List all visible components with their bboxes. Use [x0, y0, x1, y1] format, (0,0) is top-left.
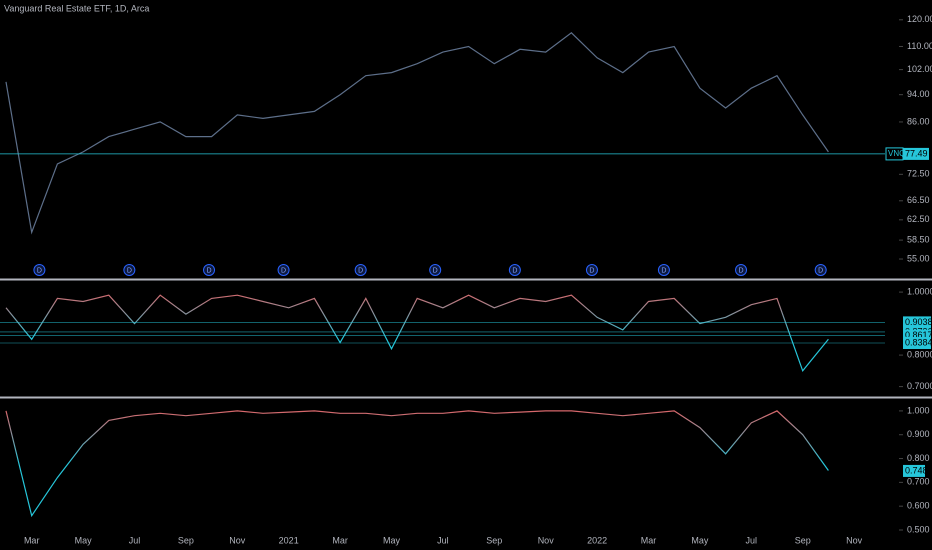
y-tick-label: 0.8000	[907, 349, 932, 359]
dividend-label: D	[661, 267, 666, 274]
dividend-label: D	[127, 267, 132, 274]
dividend-label: D	[281, 267, 286, 274]
dividend-marker	[203, 264, 216, 276]
x-tick-label: Jul	[746, 535, 758, 545]
y-tick-label: 72.50	[907, 169, 930, 179]
dividend-marker	[33, 264, 46, 276]
dividend-label: D	[512, 267, 517, 274]
dividend-label: D	[206, 267, 211, 274]
x-tick-label: Jul	[437, 535, 449, 545]
y-tick-label: 110.00	[907, 41, 932, 51]
y-tick-label: 0.7000	[907, 381, 932, 391]
dividend-marker	[354, 264, 367, 276]
dividend-label: D	[589, 267, 594, 274]
dividend-marker	[735, 264, 748, 276]
dividend-marker	[814, 264, 827, 276]
price-label: 0.748	[905, 465, 928, 475]
dividend-marker	[585, 264, 598, 276]
dividend-label: D	[738, 267, 743, 274]
x-tick-label: 2021	[279, 535, 299, 545]
price-label: 0.8617	[905, 330, 932, 340]
price-label: 0.9038	[905, 317, 932, 327]
x-tick-label: Mar	[24, 535, 40, 545]
y-tick-label: 0.800	[907, 453, 930, 463]
dividend-label: D	[818, 267, 823, 274]
y-tick-label: 1.0000	[907, 286, 932, 296]
y-tick-label: 0.600	[907, 501, 930, 511]
dividend-marker	[429, 264, 442, 276]
x-tick-label: Nov	[538, 535, 555, 545]
x-tick-label: Jul	[129, 535, 141, 545]
y-tick-label: 55.00	[907, 253, 930, 263]
chart-title: Vanguard Real Estate ETF, 1D, Arca	[4, 3, 149, 13]
price-label: 77.49	[905, 148, 928, 158]
price-label-box	[903, 147, 929, 160]
series-line	[5, 410, 829, 518]
x-tick-label: Nov	[846, 535, 863, 545]
x-tick-label: May	[383, 535, 401, 545]
y-tick-label: 66.50	[907, 195, 930, 205]
dividend-marker	[508, 264, 521, 276]
x-tick-label: 2022	[587, 535, 607, 545]
y-tick-label: 1.000	[907, 405, 930, 415]
y-tick-label: 0.700	[907, 477, 930, 487]
series-line	[5, 32, 829, 235]
y-tick-label: 62.50	[907, 214, 930, 224]
dividend-marker	[277, 264, 290, 276]
symbol-label: VNQ	[888, 149, 905, 158]
dividend-label: D	[37, 267, 42, 274]
price-label-box	[903, 336, 931, 349]
y-tick-label: 120.00	[907, 14, 932, 24]
x-tick-label: Nov	[229, 535, 246, 545]
y-tick-label: 0.500	[907, 524, 930, 534]
dividend-marker	[657, 264, 670, 276]
x-tick-label: Mar	[641, 535, 657, 545]
dividend-marker	[123, 264, 136, 276]
x-tick-label: May	[691, 535, 709, 545]
x-tick-label: Sep	[795, 535, 811, 545]
x-tick-label: Mar	[332, 535, 348, 545]
x-tick-label: May	[75, 535, 93, 545]
y-tick-label: 94.00	[907, 89, 930, 99]
dividend-label: D	[433, 267, 438, 274]
price-label-box	[903, 464, 925, 477]
price-label: 0.8384	[905, 337, 932, 347]
y-tick-label: 86.00	[907, 116, 930, 126]
price-label-box	[903, 316, 931, 329]
x-tick-label: Sep	[486, 535, 502, 545]
y-tick-label: 58.50	[907, 234, 930, 244]
series-line	[5, 294, 829, 373]
y-tick-label: 102.00	[907, 64, 932, 74]
dividend-label: D	[358, 267, 363, 274]
y-tick-label: 0.900	[907, 429, 930, 439]
x-tick-label: Sep	[178, 535, 194, 545]
